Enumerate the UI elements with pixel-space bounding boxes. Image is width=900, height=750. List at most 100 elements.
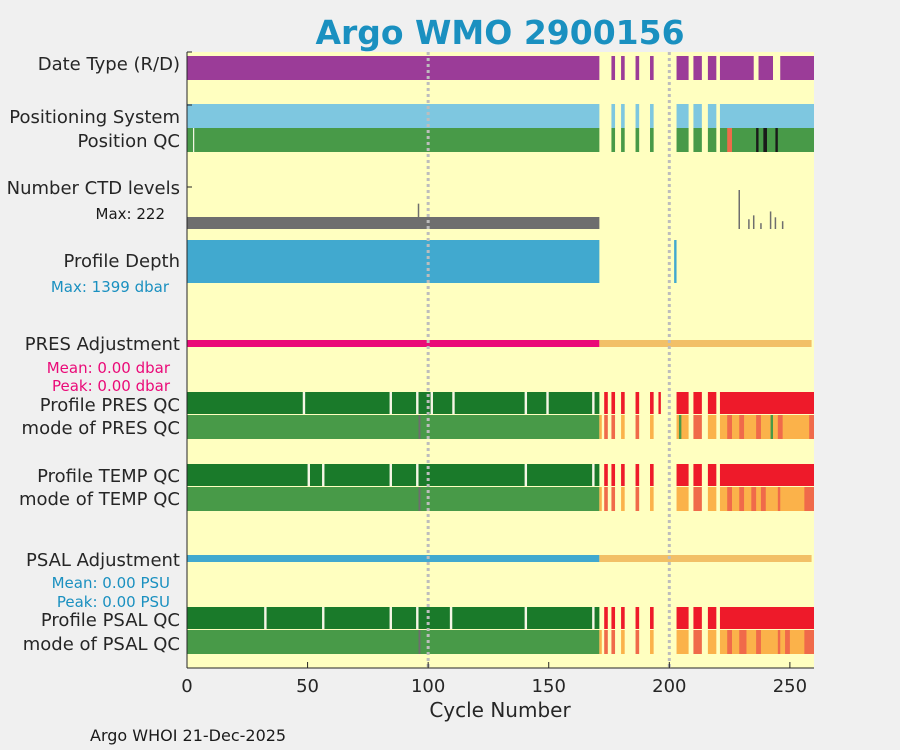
profile-psal-qc-segment-3 (389, 607, 392, 629)
date-type-segment-8 (719, 56, 754, 80)
pres-adj-segment-0 (187, 340, 600, 347)
mode-temp-qc-segment-5 (621, 487, 625, 511)
stat-annotations: Max: 222 Max: 1399 dbar Mean: 0.00 dbar … (47, 205, 171, 611)
profile-temp-qc-segment-10 (635, 464, 640, 486)
label-profile-depth: Profile Depth (63, 251, 180, 272)
positioning-segment-1 (611, 104, 616, 128)
mode-psal-qc-segment-15 (777, 630, 781, 654)
mode-temp-qc-segment-10 (707, 487, 717, 511)
profile-psal-qc-segment-8 (604, 607, 608, 629)
label-profile-psal-qc: Profile PSAL QC (41, 610, 180, 631)
mode-psal-qc-segment-6 (635, 630, 640, 654)
position-qc-segment-12 (763, 128, 767, 152)
date-type-segment-5 (676, 56, 689, 80)
mode-pres-qc-segment-3 (604, 415, 608, 439)
mode-psal-qc-segment-13 (739, 630, 747, 654)
mode-pres-qc-segment-4 (611, 415, 616, 439)
mode-pres-qc-segment-7 (650, 415, 654, 439)
profile-pres-qc-segment-16 (693, 392, 702, 414)
profile-temp-qc-segment-7 (604, 464, 608, 486)
profile-temp-qc-segment-0 (187, 464, 600, 486)
x-tick-label-150: 150 (532, 676, 566, 697)
profile-temp-qc-segment-14 (707, 464, 717, 486)
label-psal-adjustment: PSAL Adjustment (26, 550, 180, 571)
positioning-segment-5 (676, 104, 689, 128)
profile-pres-qc-segment-8 (592, 392, 595, 414)
mode-pres-qc-segment-11 (707, 415, 717, 439)
profile-pres-qc-segment-9 (604, 392, 608, 414)
mode-pres-qc-segment-17 (777, 415, 783, 439)
mode-temp-qc-segment-6 (635, 487, 640, 511)
x-tick-label-0: 0 (181, 676, 192, 697)
psal-mean-annotation: Mean: 0.00 PSU (52, 574, 170, 592)
profile-pres-qc-segment-5 (452, 392, 455, 414)
date-type-segment-7 (707, 56, 717, 80)
x-tick-label-200: 200 (652, 676, 686, 697)
date-type-segment-1 (611, 56, 616, 80)
position-qc-segment-4 (635, 128, 640, 152)
footer-credit: Argo WHOI 21-Dec-2025 (90, 726, 286, 745)
profile-temp-qc-segment-1 (307, 464, 310, 486)
mode-psal-qc-segment-17 (804, 630, 814, 654)
profile-pres-qc-segment-13 (650, 392, 654, 414)
mode-temp-qc-segment-15 (760, 487, 766, 511)
plot-area (187, 52, 814, 668)
position-qc-segment-10 (727, 128, 733, 152)
profile-temp-qc-segment-9 (621, 464, 625, 486)
mode-pres-qc-segment-1 (418, 415, 421, 439)
position-qc-segment-0 (187, 128, 600, 152)
profile-temp-qc-segment-2 (322, 464, 325, 486)
profile-pres-qc-segment-2 (389, 392, 392, 414)
profile-pres-qc-segment-3 (416, 392, 419, 414)
mode-pres-qc-segment-2 (599, 415, 602, 439)
mode-pres-qc-segment-18 (809, 415, 814, 439)
status-bars-layer (187, 56, 814, 654)
mode-psal-qc-segment-4 (611, 630, 616, 654)
mode-psal-qc-segment-2 (599, 630, 602, 654)
profile-psal-qc-segment-10 (621, 607, 625, 629)
profile-temp-qc-segment-3 (389, 464, 392, 486)
ctd-levels-segment-0 (187, 217, 600, 229)
psal-adj-segment-0 (187, 555, 600, 562)
mode-psal-qc-segment-16 (785, 630, 790, 654)
mode-temp-qc-segment-12 (727, 487, 733, 511)
profile-temp-qc-segment-13 (693, 464, 702, 486)
mode-temp-qc-segment-13 (739, 487, 745, 511)
profile-temp-qc-segment-5 (524, 464, 528, 486)
profile-psal-qc-segment-2 (322, 607, 325, 629)
pres-adj-segment-1 (599, 340, 812, 347)
profile-pres-qc-segment-10 (611, 392, 616, 414)
mode-psal-qc-segment-10 (707, 630, 717, 654)
position-qc-segment-6 (676, 128, 689, 152)
mode-psal-qc-segment-5 (621, 630, 625, 654)
mode-temp-qc-segment-4 (611, 487, 616, 511)
position-qc-segment-11 (756, 128, 759, 152)
mode-psal-qc-segment-7 (650, 630, 654, 654)
mode-temp-qc-segment-3 (604, 487, 608, 511)
date-type-segment-0 (187, 56, 600, 80)
profile-temp-qc-segment-6 (592, 464, 595, 486)
date-type-segment-3 (635, 56, 640, 80)
profile-psal-qc-segment-15 (707, 607, 717, 629)
mode-psal-qc-segment-8 (676, 630, 689, 654)
ctd-max-annotation: Max: 222 (96, 205, 165, 223)
profile-pres-qc-segment-15 (676, 392, 689, 414)
mode-psal-qc-segment-3 (604, 630, 608, 654)
profile-psal-qc-segment-4 (416, 607, 419, 629)
mode-temp-qc-segment-2 (599, 487, 602, 511)
profile-temp-qc-segment-12 (676, 464, 689, 486)
positioning-segment-4 (650, 104, 654, 128)
profile-temp-qc-segment-11 (650, 464, 654, 486)
label-pres-adjustment: PRES Adjustment (25, 334, 180, 355)
mode-temp-qc-segment-7 (650, 487, 654, 511)
row-labels: Date Type (R/D) Positioning System Posit… (7, 54, 180, 655)
profile-pres-qc-segment-4 (430, 392, 433, 414)
pres-peak-annotation: Peak: 0.00 dbar (52, 377, 171, 395)
mode-pres-qc-segment-14 (739, 415, 745, 439)
mode-temp-qc-segment-8 (676, 487, 689, 511)
positioning-segment-0 (187, 104, 600, 128)
profile-pres-qc-segment-14 (658, 392, 661, 414)
mode-temp-qc-segment-9 (693, 487, 702, 511)
depth-max-annotation: Max: 1399 dbar (51, 278, 170, 296)
x-tick-label-250: 250 (773, 676, 807, 697)
